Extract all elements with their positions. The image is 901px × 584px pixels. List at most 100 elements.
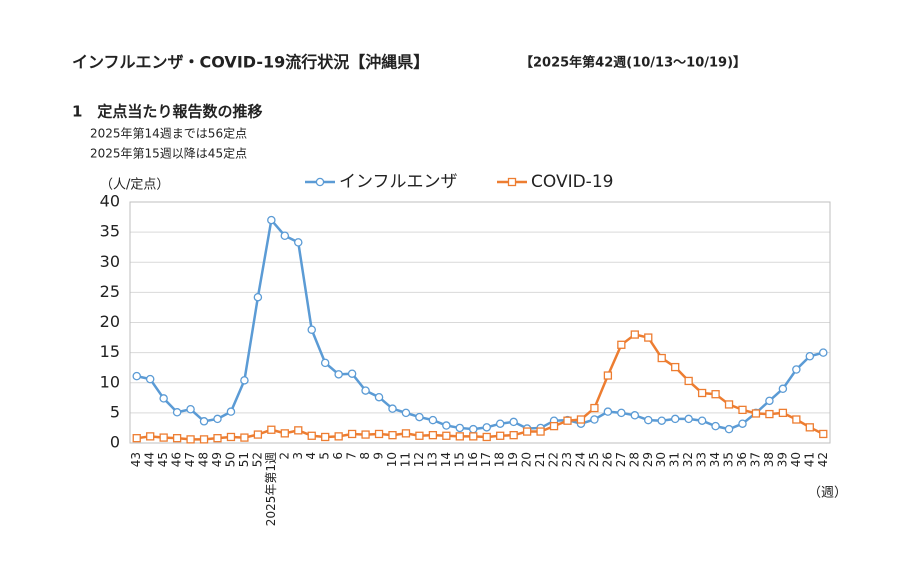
data-point	[294, 238, 303, 247]
data-point	[334, 370, 343, 379]
data-point	[172, 434, 182, 443]
data-point	[670, 414, 680, 424]
x-tick-label: 3	[291, 452, 305, 460]
x-tick-label: 47	[183, 452, 197, 467]
data-point	[711, 421, 720, 431]
x-tick-label: 48	[197, 452, 211, 467]
data-point	[724, 400, 734, 409]
data-point	[805, 351, 815, 361]
data-point	[819, 348, 828, 357]
data-point	[455, 432, 464, 441]
data-point	[186, 435, 195, 444]
y-tick-label: 25	[100, 282, 120, 301]
x-tick-label: 20	[520, 452, 534, 467]
data-point	[617, 408, 626, 418]
data-point	[401, 408, 411, 418]
data-point	[159, 433, 168, 442]
x-tick-label: 30	[654, 452, 668, 467]
x-tick-label: 29	[641, 452, 655, 467]
data-point	[603, 407, 613, 416]
x-tick-label: 6	[331, 452, 345, 460]
data-point	[415, 431, 424, 440]
data-point	[778, 384, 788, 394]
x-tick-label: 42	[816, 452, 830, 467]
note: 2025年第14週までは56定点	[90, 126, 247, 141]
data-point	[765, 396, 774, 406]
data-point	[388, 431, 397, 440]
data-point	[361, 386, 370, 395]
x-tick-label: 23	[560, 452, 574, 467]
x-tick-label: 22	[547, 452, 561, 467]
data-point	[401, 429, 411, 438]
data-point	[630, 411, 640, 420]
data-point	[792, 365, 801, 374]
data-point	[576, 415, 586, 424]
x-tick-label: 18	[493, 452, 507, 467]
x-tick-label: 24	[573, 452, 587, 467]
x-tick-label: 37	[748, 452, 762, 467]
x-tick-label: 41	[802, 452, 816, 467]
data-point	[172, 408, 182, 417]
x-tick-label: 26	[600, 452, 614, 467]
data-point	[240, 376, 249, 385]
data-point	[428, 415, 438, 425]
period: 【2025年第42週(10/13～10/19)】	[520, 55, 746, 71]
data-point	[671, 362, 680, 372]
data-point	[684, 414, 693, 424]
data-point	[657, 416, 666, 425]
data-point	[321, 432, 330, 442]
x-tick-label: 35	[722, 452, 736, 467]
x-tick-label: 44	[143, 452, 157, 467]
x-tick-label: 5	[318, 452, 332, 460]
data-point	[819, 429, 828, 439]
x-tick-label: 28	[627, 452, 641, 467]
data-point	[778, 408, 788, 418]
x-tick-label: 50	[223, 452, 237, 467]
data-point	[549, 421, 559, 431]
data-point	[280, 231, 290, 240]
data-point	[805, 423, 814, 432]
data-point	[280, 429, 289, 438]
data-point	[563, 416, 572, 425]
data-point	[644, 415, 653, 425]
x-tick-label: 8	[358, 452, 372, 460]
x-tick-label: 27	[614, 452, 628, 467]
x-tick-label: 45	[156, 452, 170, 467]
data-point	[630, 330, 639, 339]
data-point	[711, 390, 720, 399]
data-point	[617, 340, 626, 349]
data-point	[334, 432, 343, 441]
legend-marker	[507, 177, 517, 187]
x-tick-label: 15	[452, 452, 466, 467]
y-tick-label: 0	[110, 433, 120, 452]
data-point	[603, 371, 613, 380]
data-point	[469, 424, 478, 434]
y-tick-label: 30	[100, 252, 120, 271]
x-tick-label: 36	[735, 452, 749, 467]
series-line	[136, 217, 824, 431]
data-point	[132, 371, 141, 381]
y-tick-label: 5	[110, 402, 120, 421]
data-point	[267, 215, 276, 225]
legend-marker	[315, 177, 325, 187]
data-point	[159, 394, 168, 403]
data-point	[482, 432, 491, 442]
plot-border	[129, 201, 831, 444]
data-point	[199, 417, 209, 426]
data-point	[294, 426, 303, 435]
x-tick-label: 21	[533, 452, 547, 467]
data-point	[495, 419, 505, 428]
x-tick-label: 43	[129, 452, 143, 467]
data-point	[347, 369, 357, 378]
data-point	[792, 415, 801, 424]
data-point	[644, 333, 653, 342]
x-tick-label: 10	[385, 452, 399, 467]
x-tick-label: 2025年第1週	[264, 452, 278, 526]
data-point	[684, 376, 693, 386]
x-tick-label: 12	[412, 452, 426, 467]
data-point	[253, 292, 263, 302]
x-tick-label: 7	[345, 452, 359, 460]
data-point	[536, 427, 545, 436]
data-point	[320, 358, 330, 368]
